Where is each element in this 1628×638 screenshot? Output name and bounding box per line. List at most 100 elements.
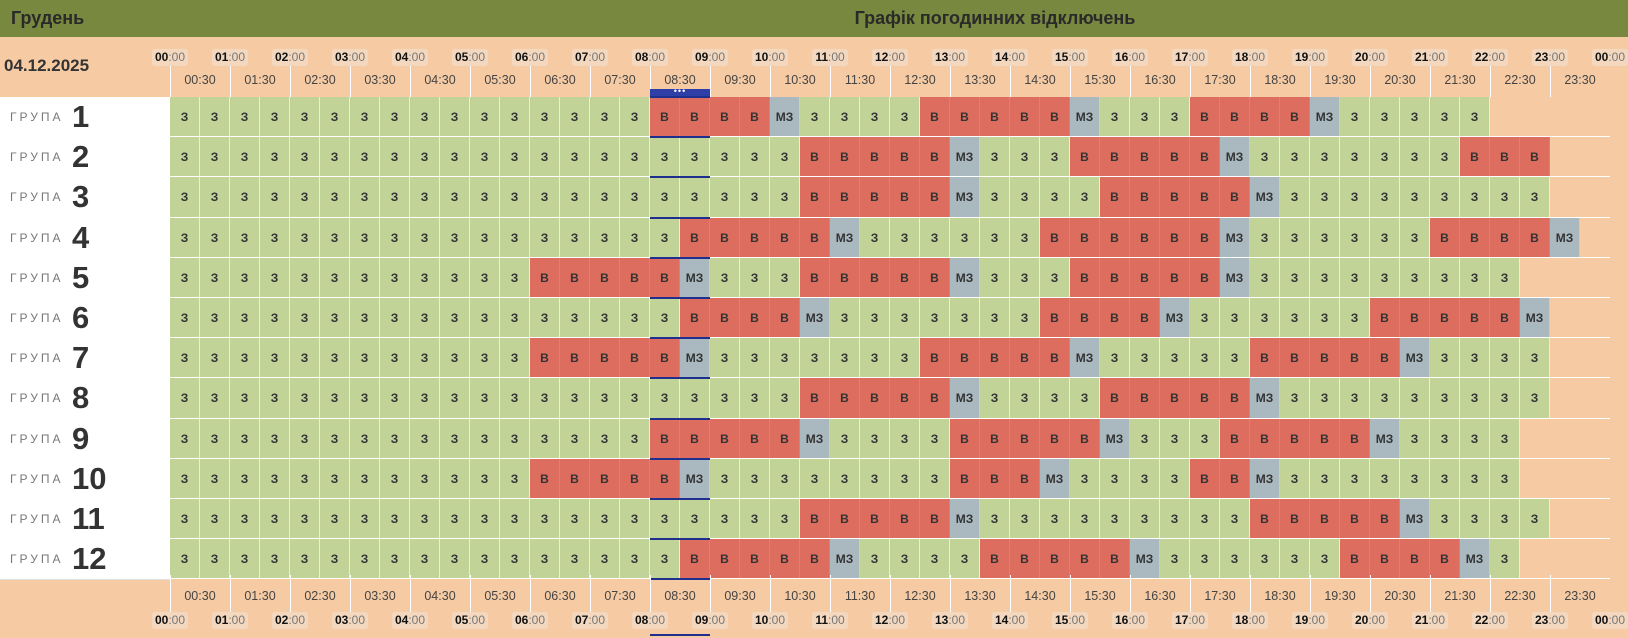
slot-power-on: З	[1040, 378, 1070, 419]
current-slot-line	[650, 297, 710, 299]
slot-power-off: В	[800, 217, 830, 258]
slot-power-off: В	[980, 418, 1010, 459]
slot-power-on: З	[500, 257, 530, 298]
slot-power-on: З	[350, 418, 380, 459]
slot-power-on: З	[950, 539, 980, 580]
slot-power-on: З	[530, 177, 560, 218]
slot-power-on: З	[290, 458, 320, 499]
slot-power-on: З	[1490, 418, 1520, 459]
slot-power-on: З	[1100, 97, 1130, 138]
slot-power-on: З	[1220, 499, 1250, 540]
hour-label: 18:00	[1232, 49, 1268, 66]
slot-power-on: З	[770, 338, 800, 379]
slot-power-on: З	[260, 499, 290, 540]
current-slot-line	[650, 634, 710, 636]
half-hour-label: 22:30	[1504, 589, 1536, 603]
hour-tick	[350, 575, 351, 612]
slot-power-on: З	[1310, 539, 1340, 580]
slot-power-on: З	[380, 298, 410, 339]
slot-power-off: В	[1250, 97, 1280, 138]
slot-power-off: В	[920, 137, 950, 178]
slot-power-off: В	[530, 338, 560, 379]
hour-label: 00:00	[152, 49, 188, 66]
slot-power-off: В	[1160, 137, 1190, 178]
slot-power-off: В	[650, 338, 680, 379]
current-slot-line	[650, 256, 710, 259]
slot-power-off: В	[1430, 539, 1460, 580]
half-hour-label: 02:30	[304, 589, 336, 603]
current-slot-line	[650, 136, 710, 139]
slot-power-on: З	[1490, 539, 1520, 580]
slot-power-on: З	[410, 539, 440, 580]
hour-label-hours: 16	[1114, 50, 1129, 64]
slot-power-on: З	[1370, 217, 1400, 258]
slot-power-off: В	[1190, 217, 1220, 258]
half-hour-label: 07:30	[604, 73, 636, 87]
hour-label-minutes: :00	[708, 613, 726, 627]
half-hour-label: 15:30	[1084, 73, 1116, 87]
slot-power-off: В	[560, 257, 590, 298]
slot-power-off: В	[1010, 458, 1040, 499]
hour-label: 21:00	[1412, 612, 1448, 629]
slot-power-on: З	[1280, 539, 1310, 580]
slot-power-on: З	[560, 378, 590, 419]
hour-label-minutes: :00	[468, 50, 486, 64]
slot-power-on: З	[230, 137, 260, 178]
half-hour-label: 00:30	[184, 73, 216, 87]
slot-power-on: З	[290, 217, 320, 258]
slot-power-off: В	[890, 137, 920, 178]
slot-power-on: З	[950, 217, 980, 258]
hour-label-hours: 22	[1474, 50, 1489, 64]
row-divider	[170, 457, 1610, 459]
hour-label-minutes: :00	[228, 613, 246, 627]
slot-maybe-off: МЗ	[830, 539, 860, 580]
slot-power-on: З	[560, 137, 590, 178]
slot-maybe-off: МЗ	[680, 458, 710, 499]
slot-power-on: З	[560, 298, 590, 339]
half-hour-label: 07:30	[604, 589, 636, 603]
hour-label-minutes: :00	[1128, 50, 1146, 64]
slot-power-on: З	[1130, 338, 1160, 379]
slot-power-on: З	[650, 539, 680, 580]
slot-power-off: В	[1370, 298, 1400, 339]
slot-power-on: З	[740, 137, 770, 178]
slot-power-on: З	[170, 338, 200, 379]
slot-power-on: З	[1280, 298, 1310, 339]
slot-power-off: В	[770, 298, 800, 339]
hour-label-minutes: :00	[768, 50, 786, 64]
slot-power-off: В	[1460, 137, 1490, 178]
hour-label: 19:00	[1292, 49, 1328, 66]
slot-power-off: В	[710, 539, 740, 580]
slot-maybe-off: МЗ	[1370, 418, 1400, 459]
slot-power-on: З	[1280, 378, 1310, 419]
slot-power-off: В	[980, 97, 1010, 138]
hour-label-hours: 21	[1414, 50, 1429, 64]
slot-maybe-off: МЗ	[1220, 257, 1250, 298]
slot-power-on: З	[1370, 458, 1400, 499]
slot-power-on: З	[530, 217, 560, 258]
hour-label: 03:00	[332, 49, 368, 66]
slot-power-on: З	[320, 338, 350, 379]
slot-power-on: З	[440, 217, 470, 258]
slot-power-off: В	[1310, 499, 1340, 540]
slot-maybe-off: МЗ	[1070, 338, 1100, 379]
hour-tick	[230, 575, 231, 612]
hour-label: 23:00	[1532, 49, 1568, 66]
hour-label-minutes: :00	[1248, 50, 1266, 64]
slot-power-on: З	[230, 298, 260, 339]
hour-label-minutes: :00	[1548, 50, 1566, 64]
slot-power-on: З	[650, 217, 680, 258]
slot-power-on: З	[980, 177, 1010, 218]
slot-power-on: З	[320, 499, 350, 540]
group-number: 4	[72, 219, 90, 255]
slot-power-on: З	[1070, 499, 1100, 540]
slot-power-off: В	[1190, 97, 1220, 138]
slot-power-off: В	[650, 418, 680, 459]
hour-label-minutes: :00	[408, 50, 426, 64]
hour-tick	[1430, 66, 1431, 97]
slot-power-on: З	[500, 338, 530, 379]
slot-power-off: В	[1310, 338, 1340, 379]
hour-tick	[1430, 575, 1431, 612]
hour-label: 04:00	[392, 612, 428, 629]
hour-label: 08:00	[632, 49, 668, 66]
